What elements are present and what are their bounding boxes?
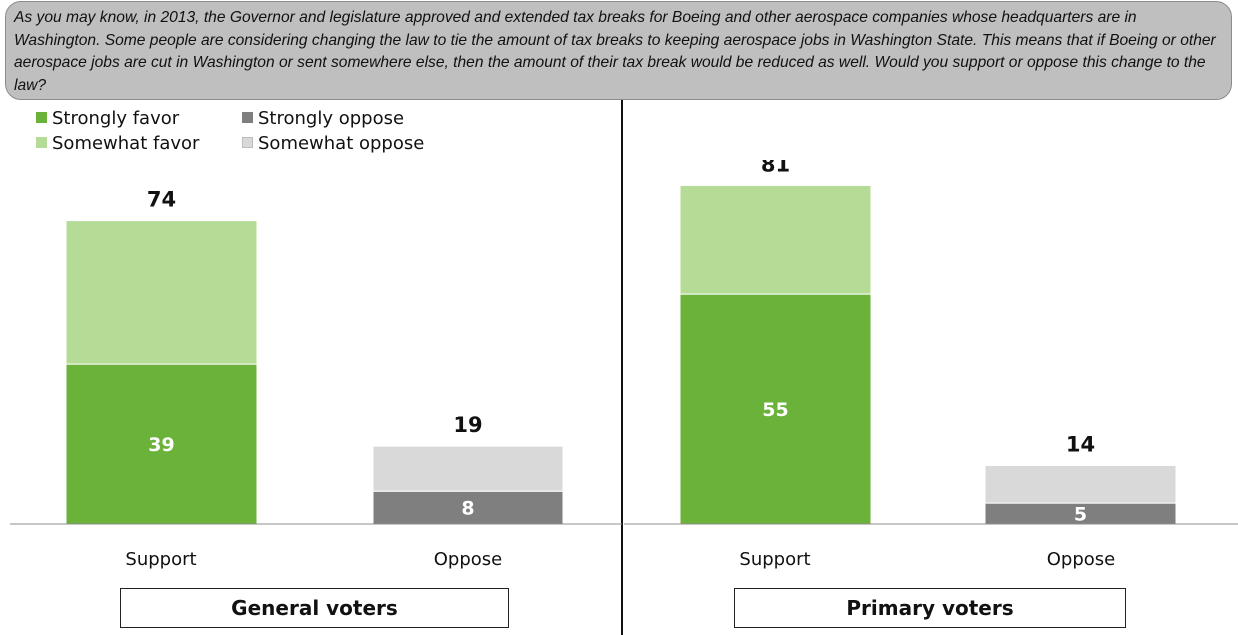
general-voters-panel: 39 74 Support 8 19 Oppose General voters [0, 160, 622, 635]
bar-support-somewhat-favor [65, 220, 258, 365]
panel-divider [621, 100, 623, 635]
group-label-primary: Primary voters [846, 596, 1014, 620]
bar-support-strongly-favor [65, 363, 258, 525]
total-value-label-support: 81 [761, 160, 790, 176]
bar-oppose-somewhat-oppose [984, 464, 1177, 504]
primary-voters-chart: 55 81 Support 5 14 Oppose [624, 160, 1238, 570]
category-label-support: Support [739, 549, 810, 570]
question-text-box: As you may know, in 2013, the Governor a… [5, 1, 1232, 100]
inner-value-label-oppose: 5 [1074, 504, 1087, 526]
legend-swatch-somewhat-favor [36, 137, 47, 148]
legend-item-somewhat-favor: Somewhat favor [36, 133, 199, 155]
total-value-label-oppose: 19 [453, 413, 482, 437]
group-label-general: General voters [231, 596, 398, 620]
total-value-label-oppose: 14 [1066, 432, 1095, 456]
category-label-support: Support [125, 549, 196, 570]
legend-label-somewhat-favor: Somewhat favor [52, 133, 200, 154]
bar-oppose-somewhat-oppose [372, 445, 564, 492]
question-text: As you may know, in 2013, the Governor a… [14, 9, 1216, 94]
legend-swatch-somewhat-oppose [242, 137, 253, 148]
group-label-box-general: General voters [120, 588, 509, 628]
legend-item-strongly-oppose: Strongly oppose [242, 108, 404, 130]
legend-label-strongly-oppose: Strongly oppose [258, 108, 405, 129]
bar-support-somewhat-favor [679, 184, 872, 295]
primary-voters-panel: 55 81 Support 5 14 Oppose Primary voters [624, 160, 1238, 635]
legend-label-strongly-favor: Strongly favor [52, 108, 180, 129]
legend-item-somewhat-oppose: Somewhat oppose [242, 133, 424, 155]
inner-value-label-oppose: 8 [461, 498, 474, 520]
legend-swatch-strongly-favor [36, 112, 47, 123]
general-voters-chart: 39 74 Support 8 19 Oppose [10, 188, 622, 570]
legend-label-somewhat-oppose: Somewhat oppose [258, 133, 425, 154]
bar-oppose-strongly-oppose [372, 490, 564, 525]
category-label-oppose: Oppose [434, 549, 502, 570]
inner-value-label-support: 39 [148, 434, 174, 456]
total-value-label-support: 74 [147, 188, 176, 212]
inner-value-label-support: 55 [762, 399, 788, 421]
group-label-box-primary: Primary voters [734, 588, 1126, 628]
category-label-oppose: Oppose [1047, 549, 1115, 570]
legend-item-strongly-favor: Strongly favor [36, 108, 179, 130]
legend-swatch-strongly-oppose [242, 112, 253, 123]
chart-legend: Strongly favor Strongly oppose Somewhat … [36, 108, 476, 160]
